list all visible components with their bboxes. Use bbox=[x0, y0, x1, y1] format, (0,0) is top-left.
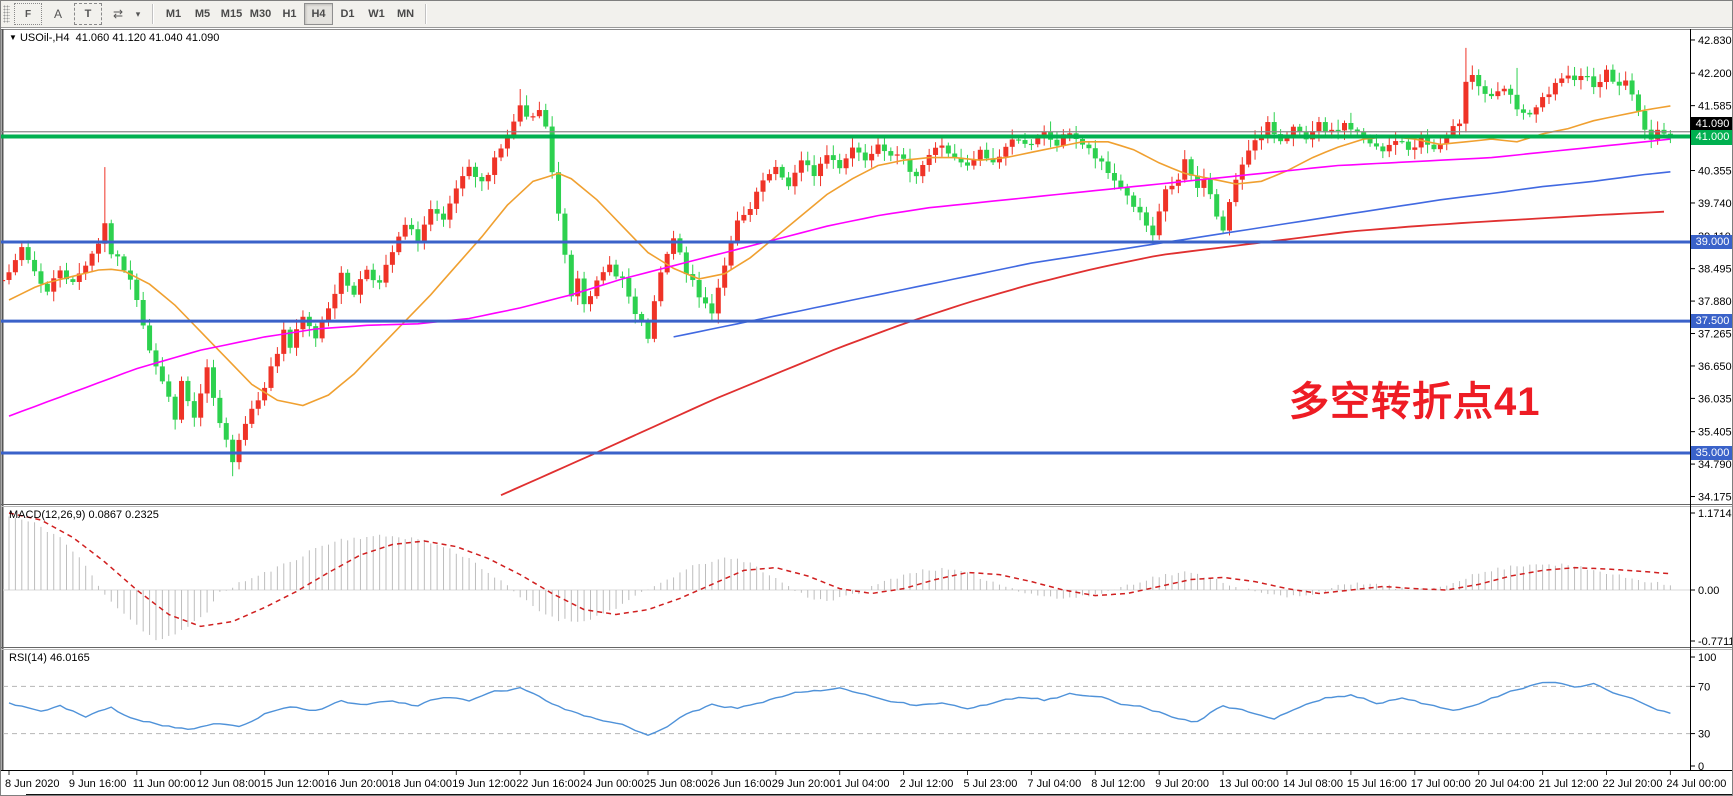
symbol-name: USOil-,H4 bbox=[19, 32, 70, 44]
time-tick-label: 22 Jun 16:00 bbox=[516, 778, 580, 790]
time-tick-label: 8 Jul 12:00 bbox=[1091, 778, 1145, 790]
level-35-badge: 35.000 bbox=[1691, 446, 1732, 460]
timeframe-button-MN[interactable]: MN bbox=[396, 8, 415, 20]
price-tick-label: 42.830 bbox=[1698, 35, 1732, 47]
price-axis[interactable]: 42.83042.20041.58540.97040.35539.74039.1… bbox=[1690, 35, 1732, 504]
timeframe-button-M30[interactable]: M30 bbox=[249, 8, 272, 20]
rsi-panel bbox=[3, 681, 1690, 737]
price-tick-label: 41.585 bbox=[1698, 101, 1732, 113]
time-axis[interactable]: 8 Jun 2020 9 Jun 16:00 11 Jun 00:00 12 Jun … bbox=[5, 771, 1726, 790]
time-tick-label: 12 Jun 08:00 bbox=[197, 778, 261, 790]
timeframe-group: M1 M5 M15 M30 H1 H4 D1 W1 MN bbox=[159, 3, 420, 25]
time-tick-label: 9 Jun 16:00 bbox=[69, 778, 127, 790]
level-39-badge: 39.000 bbox=[1691, 235, 1732, 249]
chart-annotation-text: 多空转折点41 bbox=[1289, 380, 1541, 424]
time-tick-label: 24 Jul 00:00 bbox=[1666, 778, 1726, 790]
rsi-indicator-label: RSI(14) 46.0165 bbox=[9, 652, 90, 664]
time-tick-label: 11 Jun 00:00 bbox=[133, 778, 196, 790]
timeframe-button-M1[interactable]: M1 bbox=[165, 8, 182, 20]
price-tick-label: 38.495 bbox=[1698, 264, 1732, 276]
timeframe-button-M5[interactable]: M5 bbox=[194, 8, 211, 20]
toolbar-separator-2 bbox=[425, 4, 427, 24]
price-tick-label: 37.265 bbox=[1698, 329, 1732, 341]
price-tick-label: 34.790 bbox=[1698, 459, 1732, 471]
time-tick-label: 14 Jul 08:00 bbox=[1283, 778, 1343, 790]
time-tick-label: 5 Jul 23:00 bbox=[964, 778, 1018, 790]
toolbar-grip[interactable] bbox=[3, 5, 10, 23]
macd-indicator-label: MACD(12,26,9) 0.0867 0.2325 bbox=[9, 509, 159, 521]
level-41-badge: 41.000 bbox=[1691, 130, 1732, 145]
arrows-dropdown-caret-icon[interactable]: ▾ bbox=[135, 8, 141, 19]
toolbar-icon-group: F A T ⇄ ▾ bbox=[13, 3, 147, 25]
time-tick-label: 1 Jul 04:00 bbox=[836, 778, 890, 790]
toolbar: F A T ⇄ ▾ M1 M5 M15 M30 H1 H4 D1 W1 MN bbox=[1, 1, 1732, 28]
rsi-tick-label: 30 bbox=[1698, 729, 1710, 741]
price-tick-label: 39.740 bbox=[1698, 198, 1732, 210]
horizontal-lines-layer[interactable] bbox=[1, 131, 1690, 455]
timeframe-button-H4[interactable]: H4 bbox=[304, 3, 333, 25]
time-tick-label: 25 Jun 08:00 bbox=[644, 778, 708, 790]
time-tick-label: 15 Jun 12:00 bbox=[261, 778, 325, 790]
symbol-dropdown-icon[interactable]: ▼ bbox=[9, 33, 17, 42]
time-tick-label: 9 Jul 20:00 bbox=[1155, 778, 1209, 790]
symbol-ohlc-values: 41.060 41.120 41.040 41.090 bbox=[75, 32, 220, 44]
rsi-tick-label: 70 bbox=[1698, 681, 1710, 693]
timeframe-button-D1[interactable]: D1 bbox=[340, 8, 355, 20]
ma-slowest-red bbox=[500, 210, 1665, 497]
macd-tick-label: 1.1714 bbox=[1698, 508, 1732, 520]
time-tick-label: 17 Jul 00:00 bbox=[1411, 778, 1471, 790]
chart-shift-f-icon[interactable]: F bbox=[14, 3, 42, 25]
level-37-5-badge: 37.500 bbox=[1691, 314, 1732, 328]
time-tick-label: 8 Jun 2020 bbox=[5, 778, 59, 790]
time-tick-label: 19 Jun 12:00 bbox=[452, 778, 516, 790]
cycle-arrows-icon[interactable]: ⇄ bbox=[112, 7, 124, 21]
time-tick-label: 13 Jul 00:00 bbox=[1219, 778, 1279, 790]
macd-axis[interactable]: 1.1714 0.00 -0.7711 bbox=[1690, 508, 1733, 648]
time-tick-label: 18 Jun 04:00 bbox=[388, 778, 452, 790]
text-label-a-icon[interactable]: A bbox=[53, 7, 62, 21]
timeframe-button-M15[interactable]: M15 bbox=[220, 8, 243, 20]
time-tick-label: 29 Jun 20:00 bbox=[772, 778, 836, 790]
timeframe-button-W1[interactable]: W1 bbox=[368, 8, 385, 20]
price-tick-label: 40.355 bbox=[1698, 166, 1732, 178]
macd-panel bbox=[3, 512, 1690, 641]
ma-mid-magenta bbox=[8, 138, 1671, 417]
panel-borders bbox=[1, 29, 1732, 795]
time-tick-label: 7 Jul 04:00 bbox=[1027, 778, 1081, 790]
rsi-tick-label: 0 bbox=[1698, 761, 1704, 773]
price-tick-label: 35.405 bbox=[1698, 427, 1732, 439]
price-tick-label: 36.650 bbox=[1698, 361, 1732, 373]
time-tick-label: 22 Jul 20:00 bbox=[1603, 778, 1663, 790]
rsi-axis[interactable]: 100 70 30 0 bbox=[1690, 652, 1716, 773]
time-tick-label: 21 Jul 12:00 bbox=[1539, 778, 1599, 790]
macd-tick-label: 0.00 bbox=[1698, 585, 1719, 597]
price-tick-label: 36.035 bbox=[1698, 393, 1732, 405]
macd-tick-label: -0.7711 bbox=[1698, 636, 1733, 648]
time-tick-label: 16 Jun 20:00 bbox=[325, 778, 389, 790]
timeframe-button-H1[interactable]: H1 bbox=[282, 8, 297, 20]
rsi-tick-label: 100 bbox=[1698, 652, 1716, 664]
price-tick-label: 34.175 bbox=[1698, 492, 1732, 504]
time-tick-label: 15 Jul 16:00 bbox=[1347, 778, 1407, 790]
time-tick-label: 2 Jul 12:00 bbox=[900, 778, 954, 790]
text-box-t-icon[interactable]: T bbox=[74, 3, 102, 25]
symbol-label[interactable]: ▼ USOil-,H4 41.060 41.120 41.040 41.090 bbox=[9, 32, 219, 44]
time-tick-label: 20 Jul 04:00 bbox=[1475, 778, 1535, 790]
toolbar-separator bbox=[152, 4, 154, 24]
price-tick-label: 37.880 bbox=[1698, 296, 1732, 308]
time-tick-label: 24 Jun 00:00 bbox=[580, 778, 644, 790]
candles-layer bbox=[3, 47, 1673, 477]
time-tick-label: 26 Jun 16:00 bbox=[708, 778, 772, 790]
current-price-badge: 41.090 bbox=[1691, 117, 1732, 131]
price-tick-label: 42.200 bbox=[1698, 68, 1732, 80]
